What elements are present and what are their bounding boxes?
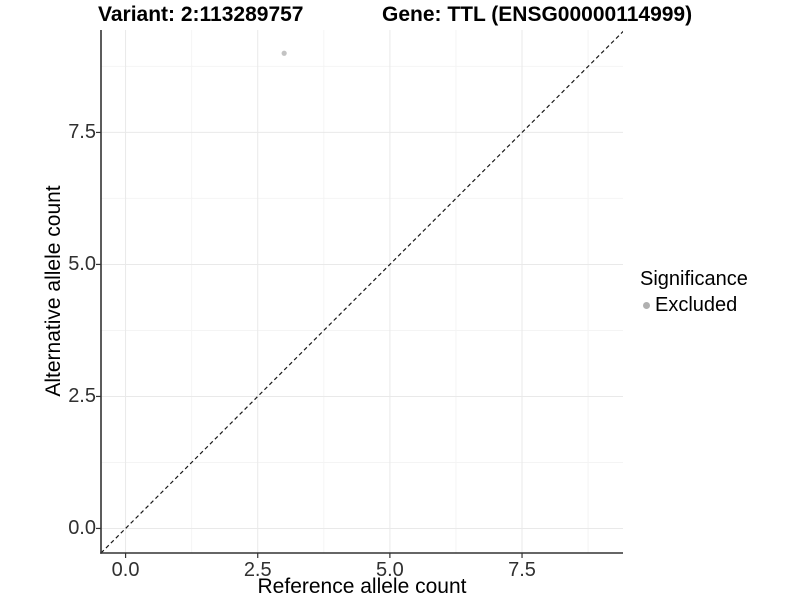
plot-title-variant: Variant: 2:113289757	[98, 3, 304, 26]
x-tick-label: 7.5	[508, 559, 536, 581]
y-tick-label: 2.5	[68, 385, 96, 408]
y-tick-label: 0.0	[68, 517, 96, 540]
x-tick-label: 5.0	[375, 559, 404, 581]
legend-item-label: Excluded	[655, 294, 738, 316]
legend-item-excluded: Excluded	[640, 294, 748, 317]
y-tick-label: 7.5	[68, 121, 96, 144]
identity-line	[101, 30, 623, 553]
data-point	[281, 50, 287, 56]
x-tick-label: 0.0	[111, 559, 140, 581]
y-axis-label: Alternative allele count	[42, 185, 65, 397]
legend-key-circle-icon	[643, 302, 650, 309]
legend-title: Significance	[640, 268, 748, 290]
plot-title-gene: Gene: TTL (ENSG00000114999)	[382, 3, 693, 26]
y-tick-label: 5.0	[68, 253, 96, 276]
panel-content	[101, 30, 623, 553]
x-axis-label: Reference allele count	[257, 575, 467, 598]
legend: Significance Excluded	[640, 268, 748, 317]
x-tick-label: 2.5	[243, 559, 272, 581]
